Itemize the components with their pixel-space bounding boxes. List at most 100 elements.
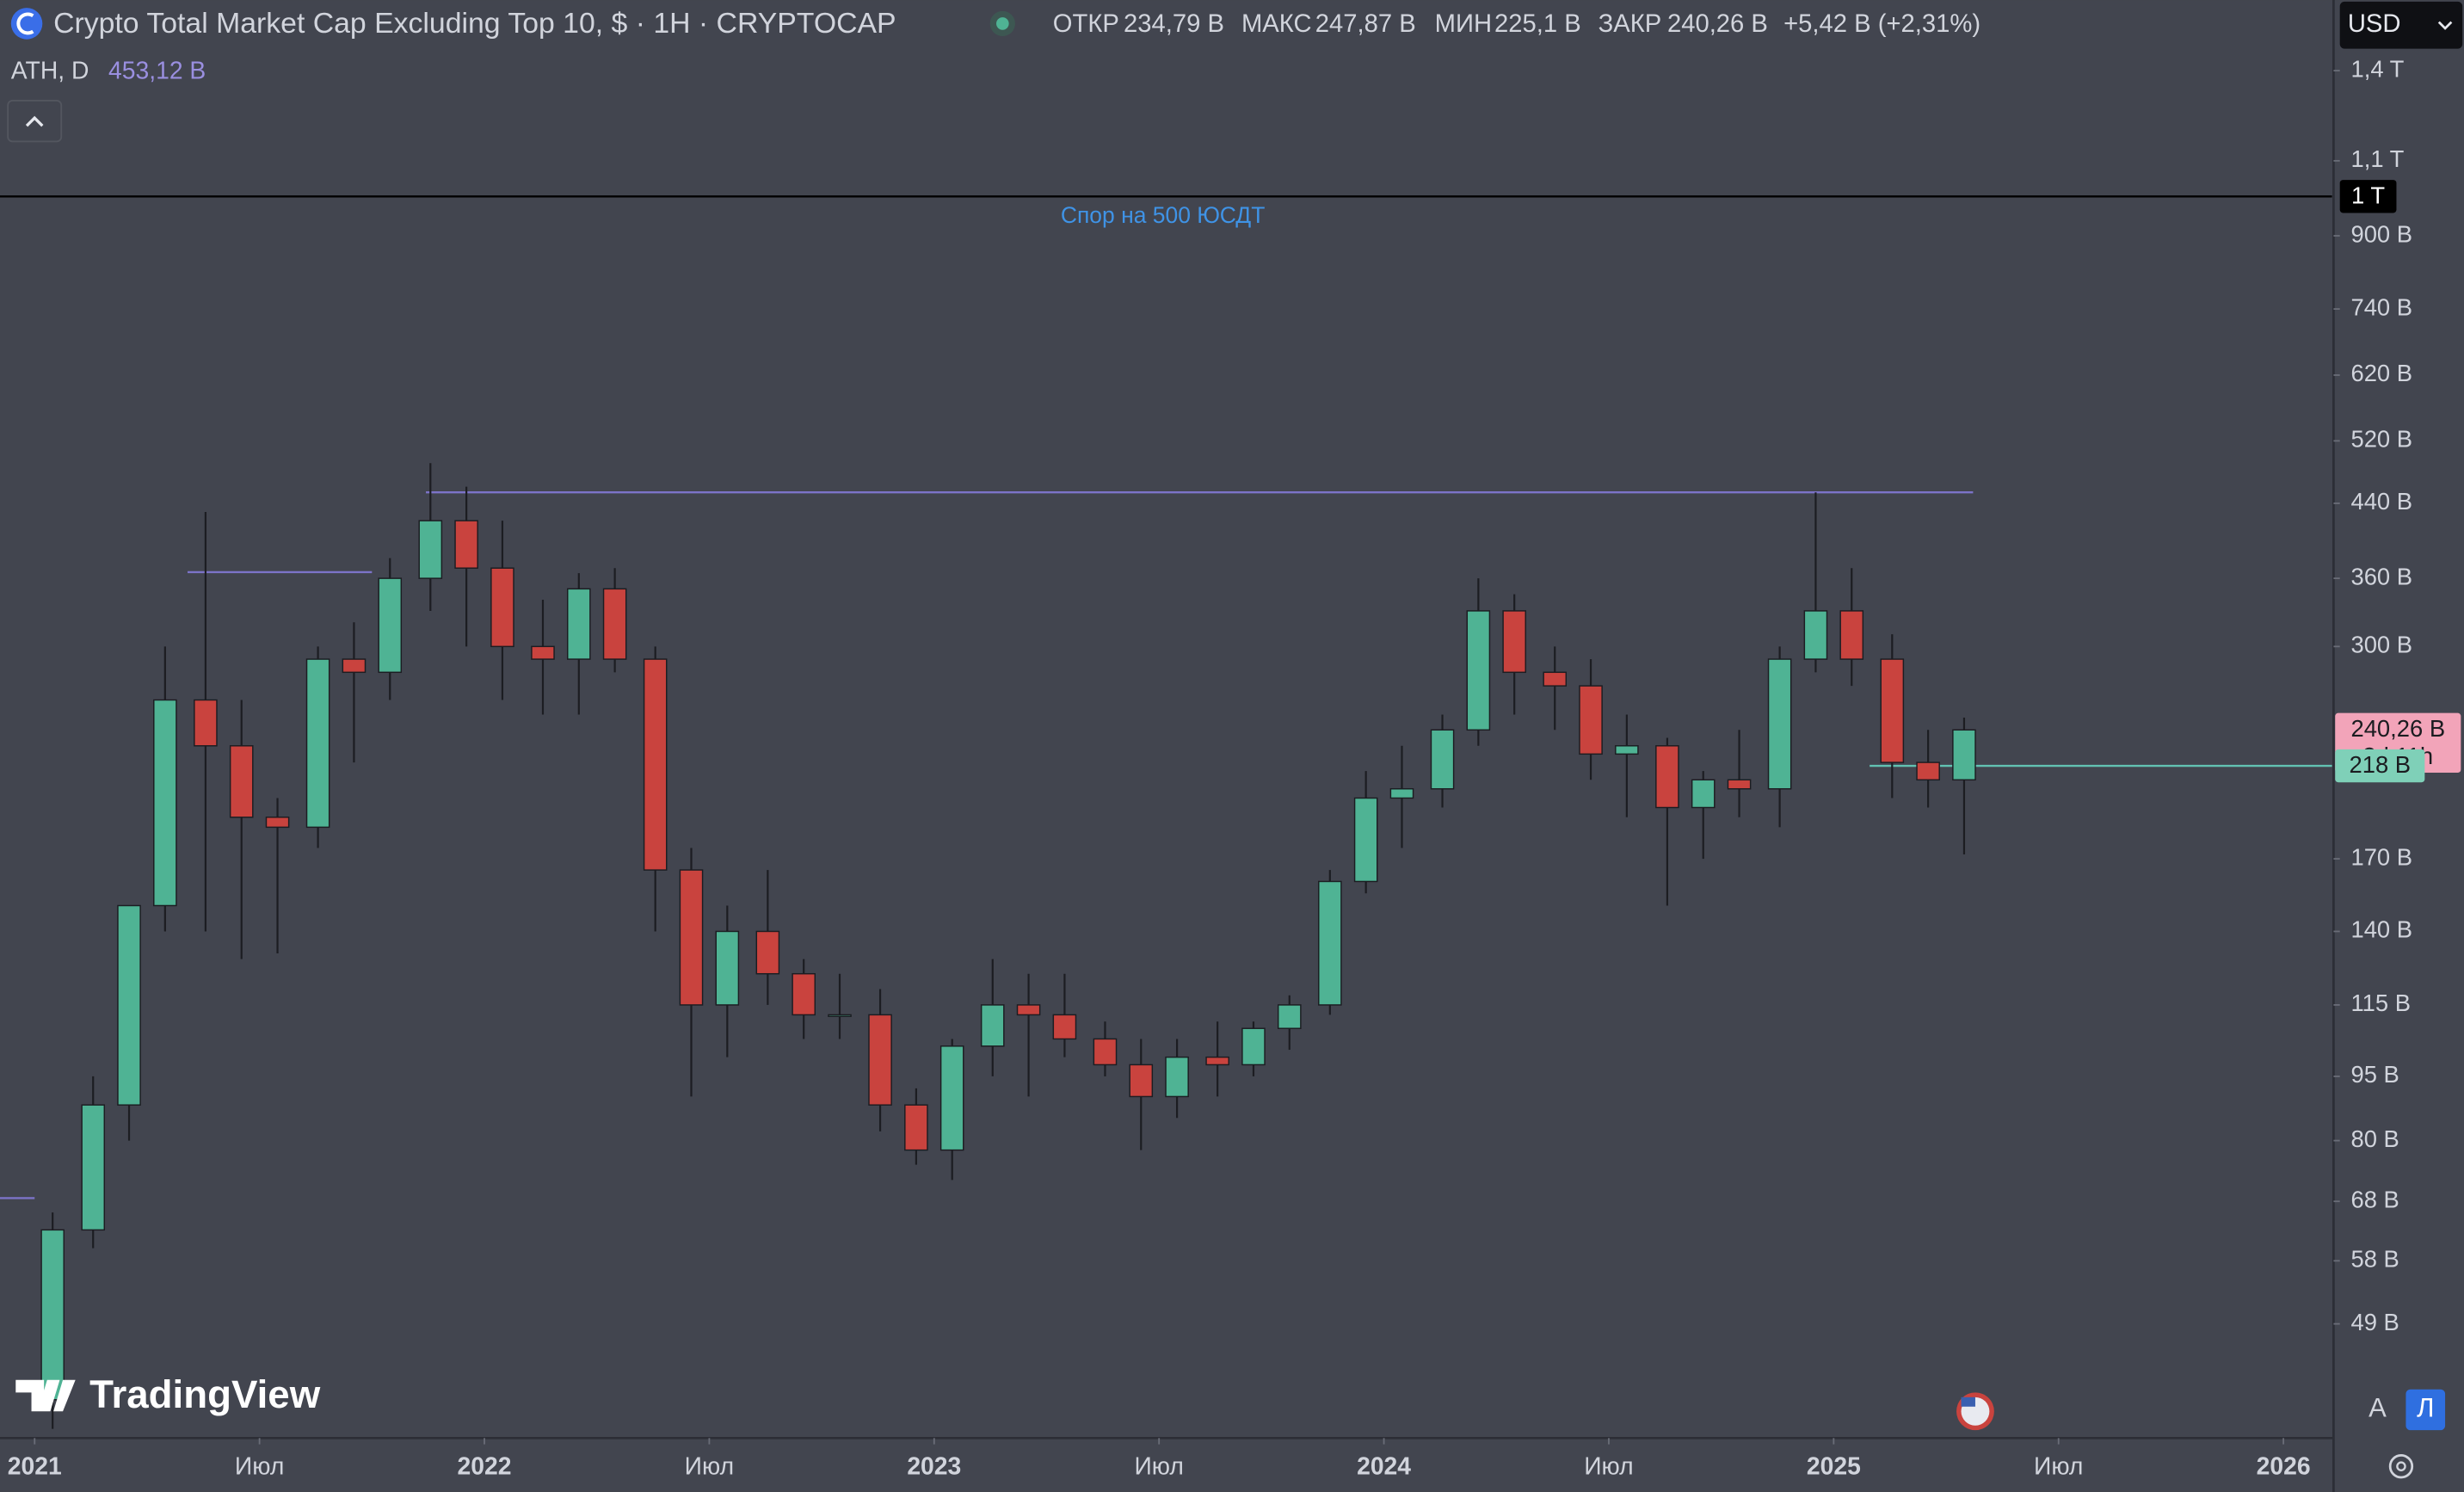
candle-body (715, 930, 740, 1006)
auto-scale-button[interactable]: A (2369, 1393, 2387, 1423)
y-tick-label: 49 B (2350, 1309, 2399, 1335)
ohlc-value: 225,1 B (1494, 10, 1581, 38)
candle-body (342, 658, 367, 674)
ohlc-value: 234,79 B (1124, 10, 1224, 38)
x-tick-label: Июл (2034, 1452, 2083, 1480)
y-tick-label: 300 B (2350, 632, 2412, 658)
x-tick-label: 2021 (8, 1452, 62, 1480)
y-tick-label: 80 B (2350, 1125, 2399, 1152)
candle-body (81, 1104, 106, 1231)
currency: USD (2348, 10, 2401, 38)
x-tick-label: Июл (685, 1452, 734, 1480)
y-tick-label: 740 B (2350, 293, 2412, 320)
candle-body (531, 645, 555, 660)
candle-body (305, 658, 330, 829)
symbol-logo-mark (16, 12, 34, 35)
y-tick-label: 620 B (2350, 360, 2412, 386)
y-tick-label: 520 B (2350, 426, 2412, 453)
candle-body (1579, 685, 1603, 755)
candle-body (1318, 880, 1342, 1006)
candle-body (1389, 788, 1414, 799)
indicator-value: 453,12 B (108, 57, 206, 84)
y-tick-label: 360 B (2350, 563, 2412, 589)
candle-body (679, 869, 704, 1006)
x-tick-label: Июл (235, 1452, 284, 1480)
candle-body (1052, 1014, 1077, 1040)
candle-body (755, 930, 780, 975)
candle-body (1277, 1004, 1302, 1029)
collapse-icon (25, 115, 44, 127)
candle-body (792, 972, 816, 1016)
price-label: 218 B (2350, 751, 2412, 778)
candle-body (1880, 658, 1905, 763)
price-label-box (2335, 749, 2425, 783)
symbol-logo (10, 8, 43, 40)
ohlc-value: 247,87 B (1315, 10, 1416, 38)
candle-body (1615, 745, 1639, 755)
brand-logo (15, 1379, 76, 1412)
candle-body (1241, 1027, 1266, 1066)
x-tick-label: 2024 (1357, 1452, 1411, 1480)
candle-body (117, 904, 141, 1106)
market-status-dot (996, 17, 1009, 30)
candle-body (1205, 1056, 1229, 1066)
settings-icon[interactable] (2388, 1454, 2414, 1479)
candle-body (1466, 610, 1491, 731)
candle-body (1916, 761, 1940, 781)
x-tick-label: Июл (1584, 1452, 1633, 1480)
candle-body (378, 577, 403, 674)
x-tick-label: Июл (1134, 1452, 1183, 1480)
candle-body (1691, 779, 1716, 809)
candle-body (1803, 610, 1828, 660)
x-tick-label: 2025 (1807, 1452, 1861, 1480)
candle-body (1353, 797, 1378, 883)
settings-icon-center (2396, 1461, 2406, 1471)
candle-body (1502, 610, 1526, 674)
chart-title: Crypto Total Market Cap Excluding Top 10… (53, 7, 896, 40)
log-scale-box[interactable] (2405, 1389, 2446, 1431)
log-scale-button[interactable]: Л (2417, 1393, 2434, 1423)
candle-body (153, 699, 177, 907)
brand: TradingView (89, 1372, 321, 1416)
y-tick-label: 95 B (2350, 1061, 2399, 1088)
candle-body (939, 1045, 964, 1151)
ohlc-value: 240,26 B (1667, 10, 1768, 38)
candle-body (904, 1104, 928, 1151)
candle-body (1165, 1056, 1189, 1098)
currency-selector[interactable] (2339, 1, 2463, 49)
ohlc-label: МИН (1435, 10, 1492, 38)
candle-body (1727, 779, 1752, 790)
candle-body (1655, 745, 1679, 809)
x-tick-label: 2023 (907, 1452, 961, 1480)
candle-body (265, 817, 290, 829)
plot: Спор на 500 ЮСДТ (0, 195, 2332, 1429)
candle-body (40, 1229, 65, 1401)
y-tick-label: 900 B (2350, 220, 2412, 247)
candle-body (828, 1014, 852, 1017)
y-tick-label: 170 B (2350, 843, 2412, 870)
annotation: Спор на 500 ЮСДТ (1061, 202, 1266, 228)
currency-chevron (2437, 21, 2453, 30)
candle-body (1093, 1038, 1118, 1066)
event-flag-canton (1961, 1396, 1975, 1407)
collapse-button[interactable] (7, 100, 63, 143)
ohlc-label: ОТКР (1053, 10, 1119, 38)
indicator-name: ATH, D (11, 57, 89, 84)
candle-body (418, 520, 443, 579)
price-label: 1 T (2351, 182, 2385, 208)
candle-body (602, 588, 627, 660)
candle-body (1016, 1004, 1041, 1016)
ohlc-label: ЗАКР (1599, 10, 1662, 38)
candle-body (490, 567, 514, 648)
candle-body (1767, 658, 1792, 790)
x-tick-label: 2026 (2257, 1452, 2311, 1480)
y-tick-label: 115 B (2350, 990, 2411, 1016)
candle-body (1839, 610, 1864, 660)
candle-body (980, 1004, 1005, 1047)
candle-body (643, 658, 668, 871)
candle-body (868, 1014, 892, 1106)
price-change: +5,42 B (+2,31%) (1783, 10, 1980, 38)
candle-body (1543, 671, 1568, 687)
